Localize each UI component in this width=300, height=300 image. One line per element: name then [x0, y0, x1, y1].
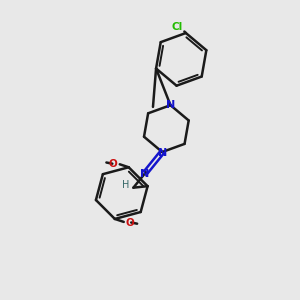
Text: N: N [166, 100, 175, 110]
Text: O: O [109, 159, 118, 169]
Text: H: H [122, 180, 130, 190]
Text: N: N [158, 148, 167, 158]
Text: Cl: Cl [171, 22, 182, 32]
Text: O: O [126, 218, 135, 227]
Text: N: N [140, 169, 149, 179]
